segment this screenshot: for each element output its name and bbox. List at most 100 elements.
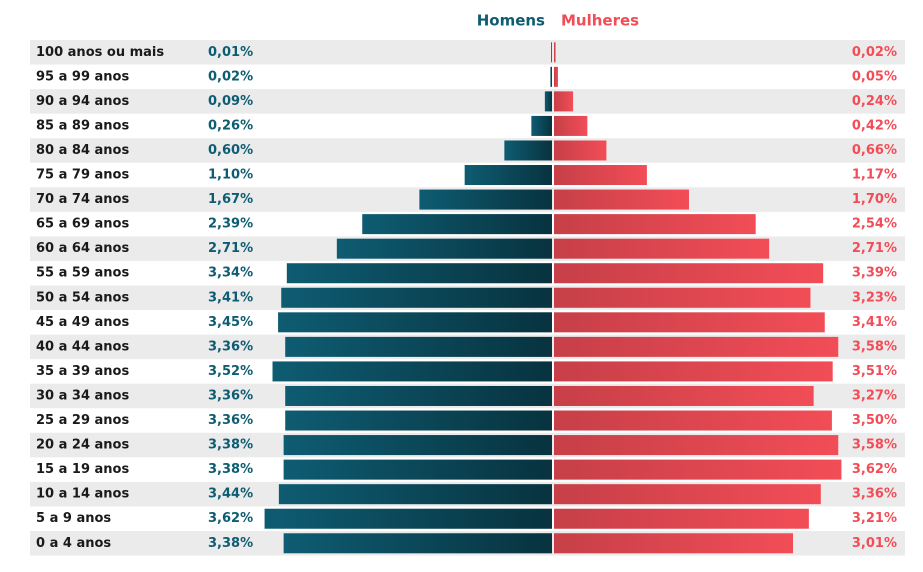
value-label: 0,26% [208, 118, 253, 133]
value-label: 3,36% [852, 487, 897, 502]
bar-shade [554, 140, 607, 161]
value-label: 3,62% [852, 462, 897, 477]
bar-shade [283, 435, 552, 456]
category-label: 45 a 49 anos [36, 315, 129, 330]
bar-shade [283, 459, 552, 480]
bar-shade [336, 238, 552, 259]
value-label: 0,60% [208, 143, 253, 158]
value-label: 2,39% [208, 217, 253, 232]
value-label: 0,66% [852, 143, 897, 158]
value-label: 3,62% [208, 511, 253, 526]
bar-shade [554, 66, 558, 87]
category-label: 10 a 14 anos [36, 487, 129, 502]
value-label: 1,67% [208, 192, 253, 207]
category-label: 100 anos ou mais [36, 45, 164, 60]
bar-shade [554, 263, 824, 284]
value-label: 0,05% [852, 69, 897, 84]
value-label: 0,02% [208, 69, 253, 84]
category-label: 0 a 4 anos [36, 536, 111, 551]
bar-shade [550, 66, 552, 87]
bar-shade [554, 410, 832, 431]
bar-shade [554, 361, 833, 382]
category-label: 20 a 24 anos [36, 438, 129, 453]
bar-shade [554, 312, 825, 333]
legend-label: Homens [477, 12, 545, 30]
bar-shade [531, 115, 552, 136]
category-label: 25 a 29 anos [36, 413, 129, 428]
bar-shade [285, 336, 552, 357]
category-label: 40 a 44 anos [36, 339, 129, 354]
value-label: 3,44% [208, 487, 253, 502]
category-label: 90 a 94 anos [36, 94, 129, 109]
bar-shade [554, 238, 770, 259]
category-label: 70 a 74 anos [36, 192, 129, 207]
bar-shade [504, 140, 552, 161]
value-label: 3,45% [208, 315, 253, 330]
bar-shade [362, 214, 552, 235]
value-label: 3,36% [208, 413, 253, 428]
bar-shade [554, 214, 756, 235]
value-label: 3,27% [852, 388, 897, 403]
row-band [30, 138, 905, 163]
bar-shade [554, 42, 556, 63]
bar-shade [285, 410, 552, 431]
bar-shade [278, 312, 552, 333]
bar-shade [554, 484, 821, 505]
value-label: 3,52% [208, 364, 253, 379]
category-label: 5 a 9 anos [36, 511, 111, 526]
category-label: 60 a 64 anos [36, 241, 129, 256]
value-label: 0,24% [852, 94, 897, 109]
bar-shade [554, 435, 839, 456]
bar-shade [554, 459, 842, 480]
legend-label: Mulheres [561, 12, 639, 30]
value-label: 3,50% [852, 413, 897, 428]
value-label: 3,58% [852, 438, 897, 453]
value-label: 1,17% [852, 168, 897, 183]
value-label: 0,01% [208, 45, 253, 60]
value-label: 3,36% [208, 339, 253, 354]
bar-shade [285, 385, 552, 406]
value-label: 3,34% [208, 266, 253, 281]
value-label: 2,71% [208, 241, 253, 256]
bar-shade [554, 287, 811, 308]
value-label: 3,36% [208, 388, 253, 403]
value-label: 3,23% [852, 290, 897, 305]
bar-shade [286, 263, 552, 284]
bar-shade [554, 165, 647, 186]
bar-shade [554, 508, 809, 529]
bar-shade [554, 336, 839, 357]
value-label: 1,70% [852, 192, 897, 207]
value-label: 0,02% [852, 45, 897, 60]
value-label: 3,39% [852, 266, 897, 281]
category-label: 65 a 69 anos [36, 217, 129, 232]
bar-shade [272, 361, 552, 382]
bar-shade [544, 91, 552, 112]
value-label: 3,38% [208, 536, 253, 551]
value-label: 3,01% [852, 536, 897, 551]
category-label: 35 a 39 anos [36, 364, 129, 379]
category-label: 80 a 84 anos [36, 143, 129, 158]
bar-shade [554, 115, 588, 136]
row-band [30, 40, 905, 65]
value-label: 2,54% [852, 217, 897, 232]
bar-shade [551, 42, 552, 63]
category-label: 15 a 19 anos [36, 462, 129, 477]
bar-shade [419, 189, 552, 210]
category-label: 30 a 34 anos [36, 388, 129, 403]
value-label: 2,71% [852, 241, 897, 256]
bar-shade [464, 165, 552, 186]
value-label: 3,38% [208, 438, 253, 453]
value-label: 3,21% [852, 511, 897, 526]
category-label: 75 a 79 anos [36, 168, 129, 183]
bar-shade [554, 385, 814, 406]
category-label: 85 a 89 anos [36, 118, 129, 133]
value-label: 1,10% [208, 168, 253, 183]
row-band [30, 89, 905, 114]
category-label: 50 a 54 anos [36, 290, 129, 305]
bar-shade [554, 533, 793, 554]
value-label: 3,41% [852, 315, 897, 330]
category-label: 95 a 99 anos [36, 69, 129, 84]
value-label: 0,09% [208, 94, 253, 109]
bar-shade [554, 91, 574, 112]
